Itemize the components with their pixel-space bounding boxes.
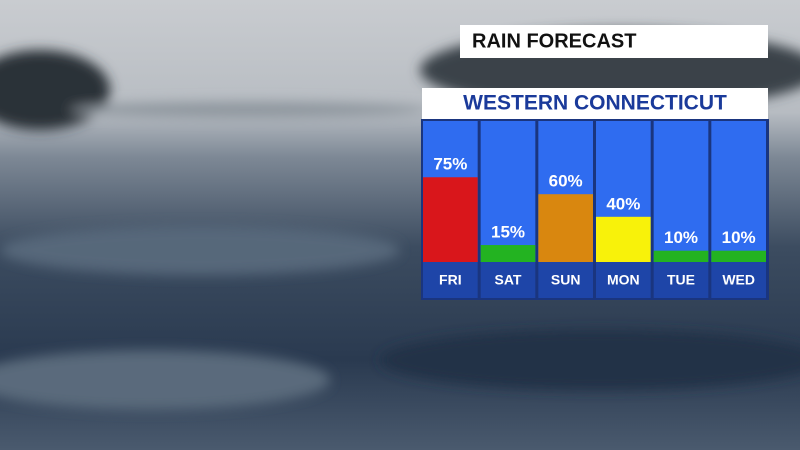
title-box <box>460 25 768 58</box>
value-label: 60% <box>549 172 583 191</box>
bar <box>653 250 709 262</box>
x-tick-label: MON <box>607 272 640 288</box>
day-strip <box>423 262 478 298</box>
day-strip <box>538 262 593 298</box>
value-label: 75% <box>433 155 467 174</box>
column-background <box>711 121 766 262</box>
x-tick-label: TUE <box>667 272 695 288</box>
day-strip <box>711 262 766 298</box>
column-background <box>480 121 536 262</box>
value-label: 40% <box>606 194 640 213</box>
x-tick-label: SAT <box>495 272 522 288</box>
bar <box>596 216 651 262</box>
bar <box>480 245 536 262</box>
bar <box>538 194 593 262</box>
subtitle-box <box>422 88 768 119</box>
value-label: 10% <box>722 228 756 247</box>
day-strip <box>596 262 651 298</box>
bar <box>711 250 766 262</box>
chart-subtitle: WESTERN CONNECTICUT <box>463 92 727 115</box>
x-tick-label: SUN <box>551 272 581 288</box>
column-background <box>653 121 709 262</box>
day-strip <box>653 262 709 298</box>
bar <box>423 177 478 262</box>
plot-area: 75% FRI 15% SAT 60% SUN 40% MON 10% TUE 10% WED <box>423 121 766 298</box>
day-strip <box>480 262 536 298</box>
chart-panel <box>421 119 769 300</box>
x-tick-label: FRI <box>439 272 462 288</box>
x-tick-label: WED <box>722 272 755 288</box>
chart-title: RAIN FORECAST <box>472 30 636 52</box>
value-label: 15% <box>491 223 525 242</box>
value-label: 10% <box>664 228 698 247</box>
